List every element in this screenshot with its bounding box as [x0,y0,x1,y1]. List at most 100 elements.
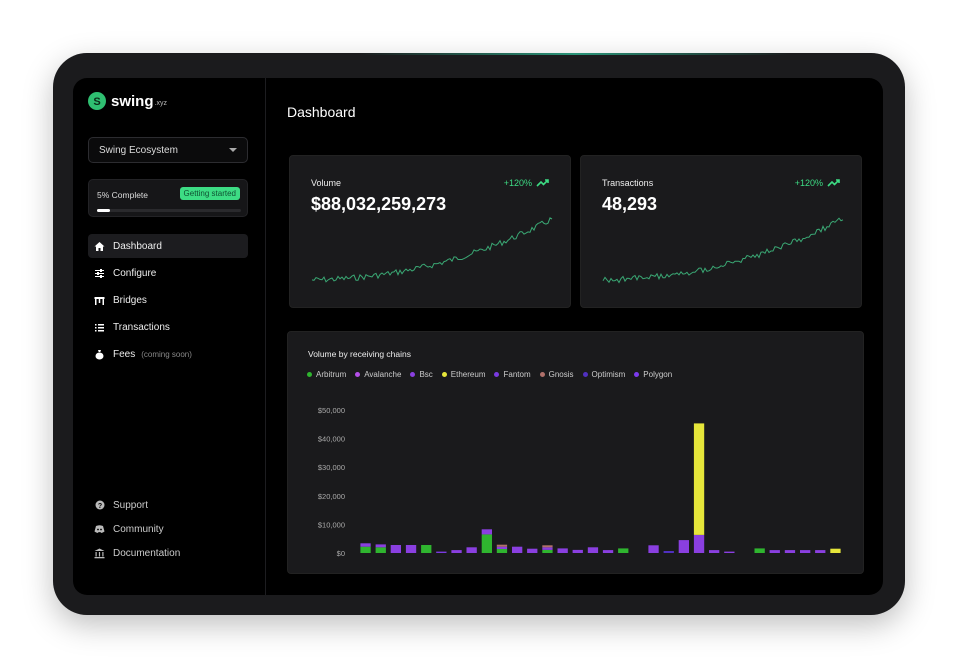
chart-bar[interactable] [693,423,705,535]
legend-item[interactable]: Gnosis [539,370,574,379]
chart-legend: Arbitrum Avalanche Bsc Ethereum Fantom Gnosis… [307,370,681,379]
progress-label: 5% Complete [97,190,149,200]
home-icon [94,241,105,252]
legend-dot [634,372,640,377]
coming-soon-note: (coming soon) [141,349,192,359]
sidebar-item-bridges[interactable]: Bridges [88,288,248,312]
sidebar-item-label: Dashboard [113,240,162,252]
list-icon [94,322,105,333]
sidebar-item-transactions[interactable]: Transactions [88,315,248,339]
y-tick-label: $20,000 [318,492,345,501]
chart-bar[interactable] [390,545,401,553]
bar-chart: $0 $10,000 $20,000 $30,000 $40,000 $50,000 [318,406,841,558]
sidebar-nav: Dashboard Configure Bridges Transactions [88,234,248,369]
app-screen: S swing .xyz Swing Ecosystem 5% Complete… [73,78,883,595]
sidebar-item-label: Bridges [113,294,147,306]
legend-label: Gnosis [548,370,574,379]
volume-sparkline [311,217,553,283]
help-icon: ? [94,500,105,511]
sidebar-item-configure[interactable]: Configure [88,261,248,285]
legend-item[interactable]: Arbitrum [307,370,346,379]
legend-dot [410,372,416,377]
chart-bar[interactable] [360,546,371,553]
footer-item-community[interactable]: Community [88,517,248,541]
chart-bar[interactable] [466,547,477,553]
chart-bar[interactable] [375,544,386,548]
y-tick-label: $30,000 [318,463,345,472]
transactions-value: 48,293 [602,194,658,214]
volume-label: Volume [311,178,342,188]
transactions-card: Transactions 48,293 +120% [580,155,862,308]
legend-label: Optimism [591,370,626,379]
sidebar-item-fees[interactable]: Fees (coming soon) [88,342,248,366]
chart-bar[interactable] [572,549,583,553]
footer-item-support[interactable]: ? Support [88,493,248,517]
chart-bar[interactable] [496,544,508,547]
logo[interactable]: S swing .xyz [88,92,167,110]
sidebar-item-dashboard[interactable]: Dashboard [88,234,248,258]
chart-bar[interactable] [405,545,417,553]
legend-dot [582,372,588,377]
chart-bar[interactable] [421,545,432,553]
chart-bar[interactable] [693,535,705,553]
progress-fill [97,209,111,212]
chart-bar[interactable] [830,548,841,553]
chart-bar[interactable] [436,551,447,553]
chart-bar[interactable] [602,550,614,553]
footer-item-label: Community [113,523,164,535]
sidebar-item-label: Fees [113,348,136,360]
onboarding-progress[interactable]: 5% Complete Getting started [88,179,248,217]
bridge-icon [94,295,105,306]
trending-up-icon [827,179,840,187]
transactions-label: Transactions [602,178,654,188]
legend-dot [355,372,361,377]
chart-bar[interactable] [557,548,568,553]
legend-item[interactable]: Ethereum [441,370,485,379]
chart-bar[interactable] [481,529,492,535]
chart-bar[interactable] [678,540,689,553]
bank-icon [94,548,105,559]
sliders-icon [94,268,105,279]
ecosystem-select[interactable]: Swing Ecosystem [88,137,248,163]
sidebar: S swing .xyz Swing Ecosystem 5% Complete… [73,78,266,595]
frame-glow [360,53,790,55]
legend-item[interactable]: Avalanche [355,370,401,379]
chart-bar[interactable] [542,549,553,553]
chart-bar[interactable] [360,543,371,547]
chart-bar[interactable] [587,547,599,553]
chart-bar[interactable] [648,545,659,553]
volume-value: $88,032,259,273 [311,194,447,214]
sidebar-item-label: Configure [113,267,157,279]
footer-item-documentation[interactable]: Documentation [88,541,248,565]
chart-bar[interactable] [663,551,674,553]
chart-bar[interactable] [512,546,523,553]
chart-bar[interactable] [375,547,386,553]
chart-bar[interactable] [800,550,811,553]
legend-item[interactable]: Optimism [582,370,626,379]
legend-item[interactable]: Bsc [410,370,433,379]
chart-bar[interactable] [709,550,720,553]
legend-item[interactable]: Fantom [494,370,531,379]
chart-bar[interactable] [542,547,553,550]
chart-bar[interactable] [815,550,826,553]
legend-label: Bsc [419,370,433,379]
chart-bar[interactable] [451,550,462,553]
chart-bar[interactable] [618,548,629,553]
logo-text: swing [111,92,154,110]
chart-bar[interactable] [496,546,508,549]
chart-bar[interactable] [542,545,553,548]
chart-bar[interactable] [724,551,735,553]
chart-bar[interactable] [481,534,492,553]
chart-bar[interactable] [784,550,796,553]
chart-bar[interactable] [769,550,780,553]
getting-started-badge[interactable]: Getting started [179,187,240,200]
trending-up-icon [536,179,549,187]
legend-label: Arbitrum [316,370,347,379]
chart-bar[interactable] [527,548,538,553]
chart-bar[interactable] [754,548,765,553]
footer-item-label: Documentation [113,547,181,559]
legend-dot [494,372,500,377]
legend-item[interactable]: Polygon [634,370,672,379]
footer-item-label: Support [113,499,149,511]
chart-bar[interactable] [496,549,508,553]
